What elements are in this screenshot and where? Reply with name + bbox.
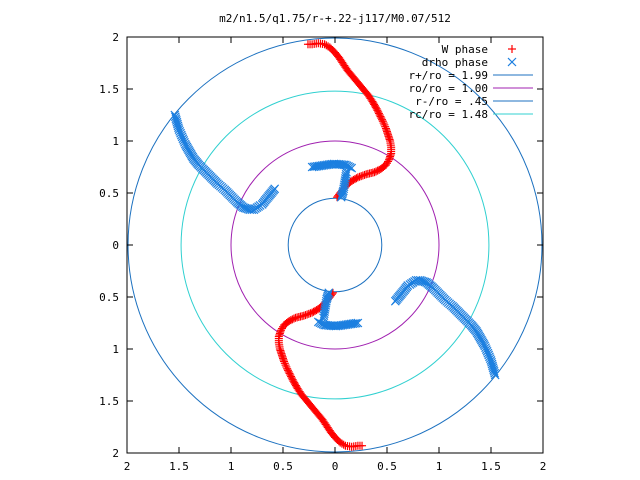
point-w-phase xyxy=(303,40,312,49)
data-marks xyxy=(170,39,500,451)
point-drho-phase xyxy=(323,289,333,299)
x-tick-label: 1 xyxy=(436,460,443,473)
x-tick-label: 1.5 xyxy=(481,460,501,473)
circle-1 xyxy=(230,140,440,350)
point-w-phase xyxy=(380,120,389,129)
y-tick-label: 0.5 xyxy=(99,291,119,304)
legend-label: r+/ro = 1.99 xyxy=(409,69,488,82)
point-drho-phase xyxy=(324,288,334,298)
point-drho-phase xyxy=(347,163,357,173)
circle-2 xyxy=(287,197,383,293)
point-drho-phase xyxy=(337,189,347,199)
point-drho-phase xyxy=(321,320,331,330)
point-w-phase xyxy=(303,310,312,319)
x-tick-label: 0.5 xyxy=(377,460,397,473)
point-drho-phase xyxy=(420,277,430,287)
axis-ticks: 2 1.5 1 0.5 0 0.5 1 1.5 221.510.500.511.52 xyxy=(99,31,546,473)
legend-label: ro/ro = 1.00 xyxy=(409,82,488,95)
point-w-phase xyxy=(357,172,366,181)
circle-3 xyxy=(180,90,490,400)
point-w-phase xyxy=(381,124,390,133)
point-drho-phase xyxy=(242,204,252,214)
point-w-phase xyxy=(301,311,310,320)
point-w-phase xyxy=(277,324,286,333)
point-w-phase xyxy=(379,119,388,128)
point-drho-phase xyxy=(422,278,431,287)
point-w-phase xyxy=(306,309,315,318)
x-tick-label: 2 xyxy=(124,460,131,473)
point-drho-phase xyxy=(418,276,428,286)
point-w-phase xyxy=(308,308,317,317)
point-w-phase xyxy=(280,357,289,366)
legend-label: drho phase xyxy=(422,56,488,69)
point-w-phase xyxy=(339,440,348,449)
y-tick-label: 1 xyxy=(112,135,119,148)
point-drho-phase xyxy=(390,296,400,306)
point-w-phase xyxy=(360,170,369,179)
x-tick-label: 0 xyxy=(332,460,339,473)
x-tick-label: 0.5 xyxy=(273,460,293,473)
point-drho-phase xyxy=(239,203,248,212)
y-tick-label: 1.5 xyxy=(99,83,119,96)
point-drho-phase xyxy=(313,317,323,327)
legend-label: r-/ro = .45 xyxy=(415,95,488,108)
y-tick-label: 0 xyxy=(112,239,119,252)
point-w-phase xyxy=(355,172,364,181)
point-w-phase xyxy=(280,359,289,368)
x-tick-label: 2 xyxy=(540,460,547,473)
point-drho-phase xyxy=(323,291,333,301)
point-drho-phase xyxy=(339,160,349,170)
legend-label: rc/ro = 1.48 xyxy=(409,108,488,121)
y-tick-label: 2 xyxy=(112,447,119,460)
x-tick-label: 1.5 xyxy=(169,460,189,473)
y-tick-label: 2 xyxy=(112,31,119,44)
x-tick-label: 1 xyxy=(228,460,235,473)
y-tick-label: 1 xyxy=(112,343,119,356)
point-w-phase xyxy=(304,309,313,318)
point-w-phase xyxy=(282,362,291,371)
point-w-phase xyxy=(358,171,367,180)
chart-title: m2/n1.5/q1.75/r-+.22-j117/M0.07/512 xyxy=(219,12,451,25)
point-w-phase xyxy=(381,122,390,131)
point-drho-phase xyxy=(270,184,280,194)
point-w-phase xyxy=(384,157,393,166)
point-drho-phase xyxy=(336,192,346,202)
legend-swatch xyxy=(508,45,516,53)
y-tick-label: 1.5 xyxy=(99,395,119,408)
legend-label: W phase xyxy=(442,43,488,56)
legend-swatch xyxy=(507,57,517,67)
point-w-phase xyxy=(353,173,362,182)
point-w-phase xyxy=(322,41,331,50)
point-drho-phase xyxy=(240,203,250,213)
y-tick-label: 0.5 xyxy=(99,187,119,200)
point-w-phase xyxy=(281,361,290,370)
point-w-phase xyxy=(358,441,367,450)
point-drho-phase xyxy=(337,191,347,201)
